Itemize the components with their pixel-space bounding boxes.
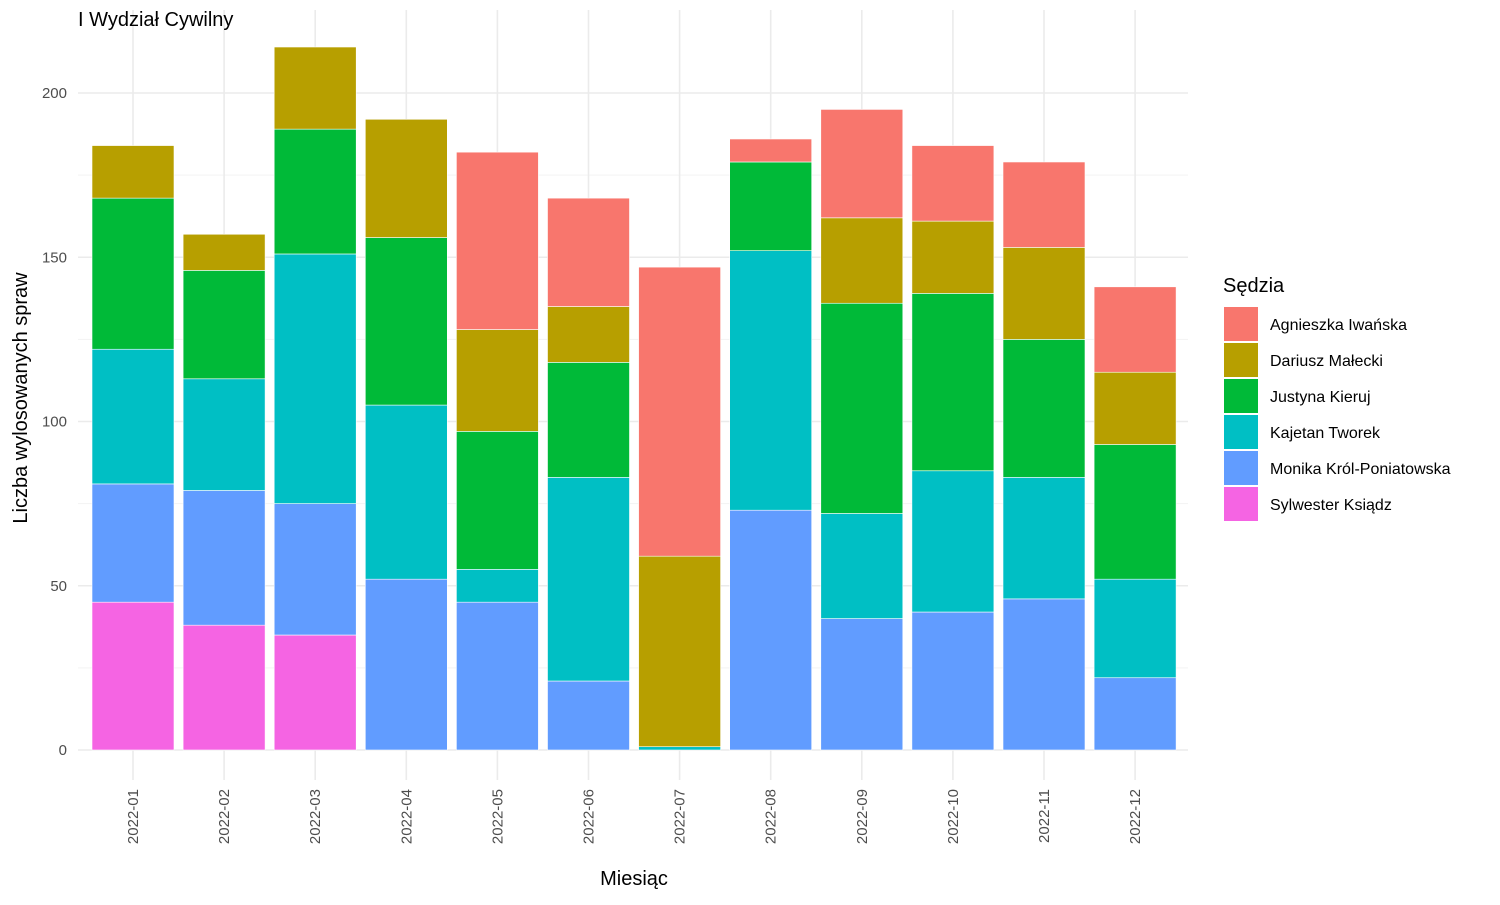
legend-swatch (1224, 379, 1258, 413)
bar-segment (91, 145, 175, 199)
y-tick-label: 200 (42, 85, 67, 102)
y-tick-label: 150 (42, 249, 67, 266)
legend-swatch (1224, 451, 1258, 485)
legend-title: Sędzia (1223, 275, 1285, 297)
x-tick-label: 2022-01 (125, 789, 142, 844)
legend-items: Agnieszka Iwańska Dariusz Małecki Justyna … (1224, 307, 1451, 521)
legend-label: Justyna Kieruj (1270, 389, 1371, 406)
bar-segment (91, 197, 175, 350)
x-tick-label: 2022-06 (581, 789, 598, 844)
bars-layer (91, 46, 1177, 751)
bar-segment (456, 329, 539, 432)
bar-segment (273, 128, 357, 255)
bar-segment (638, 266, 721, 557)
bar-segment (456, 431, 539, 570)
bar-segment (364, 118, 448, 238)
bar-segment (729, 161, 813, 251)
bar-segment (547, 362, 630, 478)
y-axis-title: Liczba wylosowanych spraw (10, 272, 32, 524)
bar-segment (273, 46, 357, 130)
bar-segment (547, 680, 630, 751)
x-tick-label: 2022-07 (672, 789, 689, 844)
bar-segment (820, 109, 904, 219)
bar-segment (729, 138, 813, 163)
bar-segment (182, 233, 266, 271)
bar-segment (911, 611, 995, 751)
bar-segment (91, 601, 175, 751)
bar-segment (729, 250, 813, 511)
bar-segment (273, 503, 357, 636)
bar-segment (456, 601, 539, 751)
bar-segment (547, 477, 630, 682)
bar-segment (820, 513, 904, 619)
y-tick-label: 100 (42, 414, 67, 431)
bar-segment (547, 197, 630, 307)
bar-segment (547, 306, 630, 363)
bar-segment (729, 509, 813, 751)
x-tick-labels: 2022-01 2022-02 2022-03 2022-04 2022-05 2022-… (125, 789, 1144, 844)
bar-segment (1002, 161, 1086, 248)
x-tick-label: 2022-10 (945, 789, 962, 844)
bar-segment (273, 253, 357, 504)
bar-segment (1093, 371, 1177, 445)
bar-segment (911, 145, 995, 222)
legend-label: Agnieszka Iwańska (1270, 317, 1407, 334)
legend-swatch (1224, 307, 1258, 341)
x-tick-label: 2022-05 (489, 789, 506, 844)
x-tick-label: 2022-11 (1036, 789, 1053, 843)
legend-swatch (1224, 487, 1258, 521)
bar-segment (91, 483, 175, 603)
legend-swatch (1224, 343, 1258, 377)
x-axis-title: Miesiąc (600, 868, 668, 890)
bar-segment (1002, 598, 1086, 751)
bar-segment (638, 746, 721, 751)
bar-segment (364, 578, 448, 751)
bar-segment (820, 217, 904, 304)
x-tick-label: 2022-03 (307, 789, 324, 844)
bar-segment (273, 634, 357, 751)
bar-segment (1002, 247, 1086, 340)
bar-segment (182, 490, 266, 626)
x-tick-label: 2022-02 (216, 789, 233, 844)
x-tick-label: 2022-04 (398, 789, 415, 844)
legend-label: Dariusz Małecki (1270, 353, 1383, 370)
bar-segment (182, 270, 266, 380)
bar-segment (911, 293, 995, 472)
bar-segment (182, 378, 266, 491)
bar-segment (182, 624, 266, 751)
bar-segment (364, 237, 448, 406)
legend-swatch (1224, 415, 1258, 449)
bar-segment (1093, 444, 1177, 580)
legend-label: Kajetan Tworek (1270, 425, 1381, 442)
legend-label: Monika Król-Poniatowska (1270, 461, 1451, 478)
bar-segment (1093, 578, 1177, 679)
bar-segment (820, 302, 904, 514)
bar-segment (1093, 286, 1177, 373)
y-tick-label: 0 (59, 742, 67, 759)
bar-segment (364, 404, 448, 580)
x-tick-label: 2022-09 (854, 789, 871, 844)
bar-segment (1093, 677, 1177, 751)
x-tick-label: 2022-08 (763, 789, 780, 844)
bar-segment (911, 220, 995, 294)
chart-title: I Wydział Cywilny (78, 9, 233, 31)
bar-segment (638, 555, 721, 748)
bar-segment (456, 569, 539, 603)
bar-segment (1002, 477, 1086, 600)
bar-segment (456, 151, 539, 330)
y-tick-labels: 0 50 100 150 200 (42, 85, 67, 759)
y-tick-label: 50 (50, 578, 67, 595)
legend-label: Sylwester Ksiądz (1270, 497, 1392, 514)
legend: Sędzia Agnieszka Iwańska Dariusz Małecki J… (1223, 275, 1451, 521)
bar-segment (911, 470, 995, 613)
bar-segment (1002, 339, 1086, 478)
bar-segment (91, 348, 175, 485)
bar-segment (820, 618, 904, 751)
x-tick-label: 2022-12 (1127, 789, 1144, 844)
